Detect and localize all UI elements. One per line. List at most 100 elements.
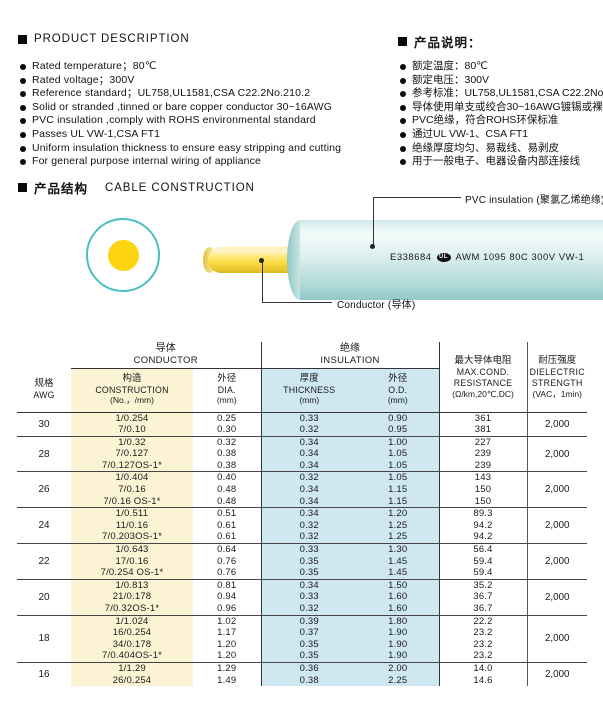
cell-dia-value: 0.25 <box>217 412 237 424</box>
group-header-insulation-cn: 绝缘 <box>340 343 360 355</box>
list-item-text: 用于一般电子、电器设备内部连接线 <box>412 155 580 168</box>
cell-awg-value: 24 <box>38 520 50 532</box>
cell-construction-value: 34/0.178 <box>112 638 152 650</box>
cell-dia: 0.51 0.61 0.61 <box>193 507 261 545</box>
cell-thickness: 0.34 0.33 0.32 <box>260 579 357 616</box>
cell-thickness-value: 0.34 <box>299 508 319 520</box>
cell-od-value: 1.15 <box>388 495 408 507</box>
column-header-construction: 构造 CONSTRUCTION (No.，/mm) <box>71 368 193 413</box>
cell-resistance-value: 59.4 <box>473 555 493 567</box>
cell-dielectric-value: 2,000 <box>544 669 570 681</box>
cell-resistance: 35.2 36.7 36.7 <box>439 579 527 616</box>
cell-thickness-values: 0.34 0.34 0.34 <box>262 437 358 472</box>
cell-construction-values: 1/0.813 21/0.178 7/0.32OS-1* <box>71 580 193 615</box>
insulation-leader-line-vertical <box>373 197 374 247</box>
cell-construction: 1/0.511 11/0.16 7/0.203OS-1* <box>71 507 193 545</box>
column-header-dia-en: DIA. <box>217 384 236 395</box>
column-header-resistance-unit: (Ω/km,20℃,DC) <box>452 388 514 399</box>
column-header-construction-unit: (No.，/mm) <box>110 395 154 406</box>
cell-dia: 0.81 0.94 0.96 <box>193 579 261 616</box>
cell-resistance-value: 56.4 <box>473 544 493 556</box>
cell-resistance: 89.3 94.2 94.2 <box>439 507 527 545</box>
cell-resistance-value: 36.7 <box>473 591 493 603</box>
cell-construction-value: 7/0.404OS-1* <box>102 650 162 662</box>
cell-thickness-value: 0.34 <box>299 484 319 496</box>
cell-dielectric-value: 2,000 <box>544 418 570 430</box>
cell-dia-value: 0.51 <box>217 508 237 520</box>
column-header-dia-unit: (mm) <box>216 395 237 406</box>
cable-cross-section-insulation <box>86 218 160 292</box>
cell-od-value: 1.90 <box>388 638 408 650</box>
column-header-od: 外径 O.D. (mm) <box>357 368 440 413</box>
heading-text-en: CABLE CONSTRUCTION <box>105 181 255 194</box>
cell-dielectric-value: 2,000 <box>544 448 570 460</box>
cell-dia-value: 0.30 <box>217 424 237 436</box>
cell-construction: 1/0.813 21/0.178 7/0.32OS-1* <box>71 579 193 616</box>
column-header-dia: 外径 DIA. (mm) <box>193 368 261 413</box>
cable-marking-code: E338684 <box>390 252 432 263</box>
column-header-resistance-en2: RESISTANCE <box>453 377 513 388</box>
cell-resistance-value: 89.3 <box>473 508 493 520</box>
column-header-dia-cn: 外径 <box>217 373 237 385</box>
cell-construction: 1/0.254 7/0.10 <box>71 412 193 437</box>
cell-thickness-value: 0.33 <box>299 544 319 556</box>
specification-table: 导体 CONDUCTOR 绝缘 INSULATION 最大导体电阻 MAX.CO… <box>17 342 587 687</box>
cell-dia-values: 0.51 0.61 0.61 <box>193 508 261 543</box>
cell-resistance-value: 59.4 <box>473 567 493 579</box>
list-item-text: Passes UL VW-1,CSA FT1 <box>32 127 161 140</box>
cell-awg: 30 <box>17 412 71 437</box>
cell-construction-value: 1/0.813 <box>115 579 149 591</box>
cell-resistance-value: 381 <box>474 424 492 436</box>
cell-dia-value: 1.49 <box>217 674 237 686</box>
cell-construction-value: 17/0.16 <box>115 555 149 567</box>
cell-awg-value: 30 <box>38 418 50 430</box>
cell-od-value: 0.95 <box>388 424 408 436</box>
cell-dia-values: 1.02 1.17 1.20 1.20 <box>193 616 261 662</box>
cell-dia-value: 0.38 <box>217 459 237 471</box>
cell-od-values: 1.80 1.90 1.90 1.90 <box>357 616 439 662</box>
cell-thickness-value: 0.34 <box>299 436 319 448</box>
cell-construction-values: 1/0.404 7/0.16 7/0.16 OS-1* <box>71 472 193 507</box>
cell-od-value: 2.00 <box>388 662 408 674</box>
cell-thickness-value: 0.32 <box>299 424 319 436</box>
bullet-dot-icon <box>400 64 406 70</box>
cell-construction-value: 1/0.404 <box>115 472 149 484</box>
cell-construction-value: 7/0.203OS-1* <box>102 531 162 543</box>
cell-resistance-values: 89.3 94.2 94.2 <box>440 508 527 543</box>
cell-thickness-value: 0.32 <box>299 519 319 531</box>
group-header-conductor-cn: 导体 <box>155 343 176 355</box>
column-header-dielectric: 耐压强度 DIELECTRIC STRENGTH (VAC，1min) <box>526 342 587 413</box>
group-header-blank <box>17 342 71 368</box>
cell-construction-value: 1/0.254 <box>115 412 149 424</box>
list-item-text: 绝缘厚度均匀、易裁线、易剥皮 <box>412 141 559 154</box>
cell-thickness-value: 0.32 <box>299 603 319 614</box>
product-description-list-en: Rated temperature；80℃ Rated voltage；300V… <box>20 60 390 169</box>
bullet-dot-icon <box>20 118 26 125</box>
cell-dia: 0.32 0.38 0.38 <box>193 436 261 473</box>
cell-dia-values: 1.29 1.49 <box>193 663 261 686</box>
cell-dia-value: 0.48 <box>217 495 237 507</box>
cable-cross-section-conductor <box>108 240 139 271</box>
list-item-text: 参考标准：UL758,UL1581,CSA C22.2No.210 <box>412 87 603 100</box>
bullet-square-icon <box>398 37 407 46</box>
cell-thickness-value: 0.38 <box>299 674 319 686</box>
cell-awg-value: 26 <box>38 484 50 496</box>
cell-od-value: 1.15 <box>388 484 408 496</box>
list-item-text: Reference standard；UL758,UL1581,CSA C22.… <box>32 87 311 100</box>
list-item-text: 额定温度：80℃ <box>412 60 488 72</box>
cell-dielectric: 2,000 <box>526 507 587 545</box>
cell-resistance-value: 94.2 <box>473 519 493 531</box>
cell-dia-value: 0.76 <box>217 555 237 567</box>
column-header-thickness-en: THICKNESS <box>283 384 336 395</box>
cell-construction-values: 1/1.024 16/0.254 34/0.178 7/0.404OS-1* <box>71 616 193 662</box>
cell-resistance-values: 56.4 59.4 59.4 <box>440 544 527 579</box>
column-header-dielectric-unit: (VAC，1min) <box>532 388 582 399</box>
cell-dia: 0.40 0.48 0.48 <box>193 471 261 509</box>
cell-od-value: 1.05 <box>388 459 408 471</box>
cell-od-values: 1.05 1.15 1.15 <box>357 472 439 507</box>
cell-resistance-value: 35.2 <box>473 579 493 591</box>
cell-od-value: 1.25 <box>388 531 408 543</box>
cell-od: 1.50 1.60 1.60 <box>357 579 440 616</box>
cell-thickness-values: 0.33 0.32 <box>262 413 358 436</box>
